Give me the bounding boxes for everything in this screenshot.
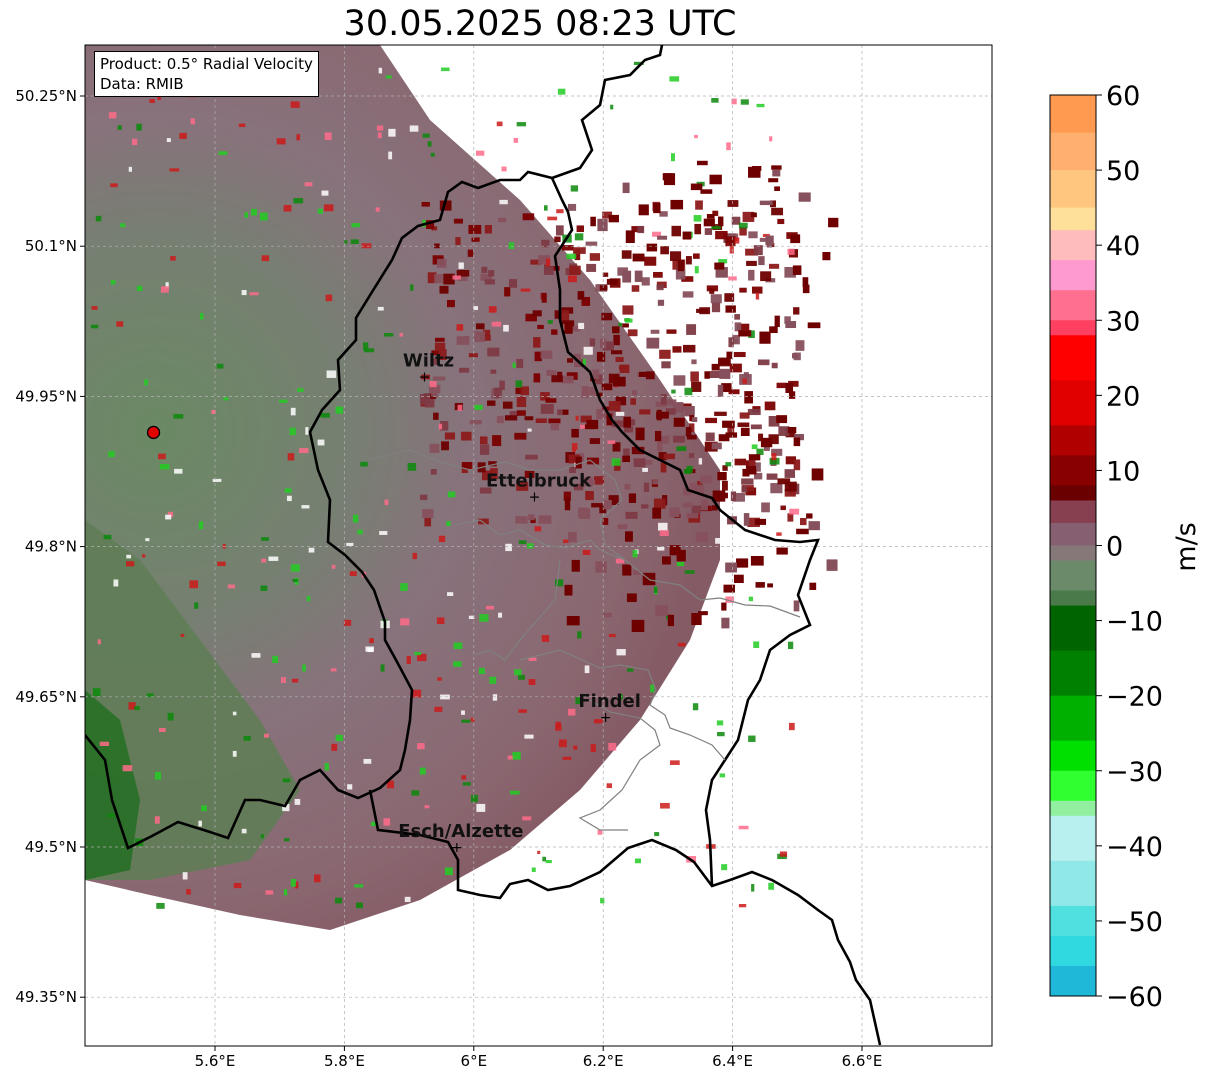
- data-source-label: Data: RMIB: [100, 75, 184, 93]
- map-title: 30.05.2025 08:23 UTC: [343, 4, 737, 44]
- city-marker: +: [419, 369, 431, 385]
- lon-tick-label: 6°E: [461, 1052, 488, 1070]
- city-label: Esch/Alzette: [398, 821, 523, 842]
- map-frame: [84, 44, 993, 1047]
- lon-tick-label: 6.2°E: [583, 1052, 624, 1070]
- city-labels: +Wiltz+Ettelbruck+Findel+Esch/Alzette: [398, 350, 641, 856]
- city-marker: +: [451, 840, 463, 856]
- lon-tick-label: 5.8°E: [324, 1052, 365, 1070]
- lon-tick-label: 6.6°E: [842, 1052, 883, 1070]
- lat-tick-label: 50.1°N: [25, 237, 77, 255]
- city-label: Wiltz: [403, 350, 454, 371]
- city-marker: +: [529, 490, 541, 506]
- radar-echo-field: [85, 45, 839, 930]
- axis-ticks: 5.6°E 5.8°E 6°E 6.2°E 6.4°E 6.6°E 50.25°N 50.1°…: [15, 87, 882, 1070]
- france-germany-border: [368, 789, 882, 1046]
- city-label: Findel: [578, 691, 641, 712]
- lat-tick-label: 49.95°N: [15, 387, 77, 405]
- canton-boundaries: [367, 449, 801, 831]
- germany-belgium-border: [551, 45, 664, 180]
- luxembourg-border: [85, 170, 821, 887]
- lat-tick-label: 50.25°N: [15, 87, 77, 105]
- city-label: Ettelbruck: [486, 471, 592, 492]
- lat-tick-label: 49.8°N: [25, 538, 77, 556]
- product-info-box: Product: 0.5° Radial Velocity Data: RMIB: [94, 51, 319, 97]
- lat-tick-label: 49.5°N: [25, 838, 77, 856]
- lon-tick-label: 6.4°E: [712, 1052, 753, 1070]
- city-marker: +: [600, 710, 612, 726]
- lon-tick-label: 5.6°E: [195, 1052, 236, 1070]
- lat-tick-label: 49.65°N: [15, 688, 77, 706]
- lat-tick-label: 49.35°N: [15, 988, 77, 1006]
- product-label: Product: 0.5° Radial Velocity: [100, 55, 313, 73]
- radar-site-marker: [146, 425, 161, 440]
